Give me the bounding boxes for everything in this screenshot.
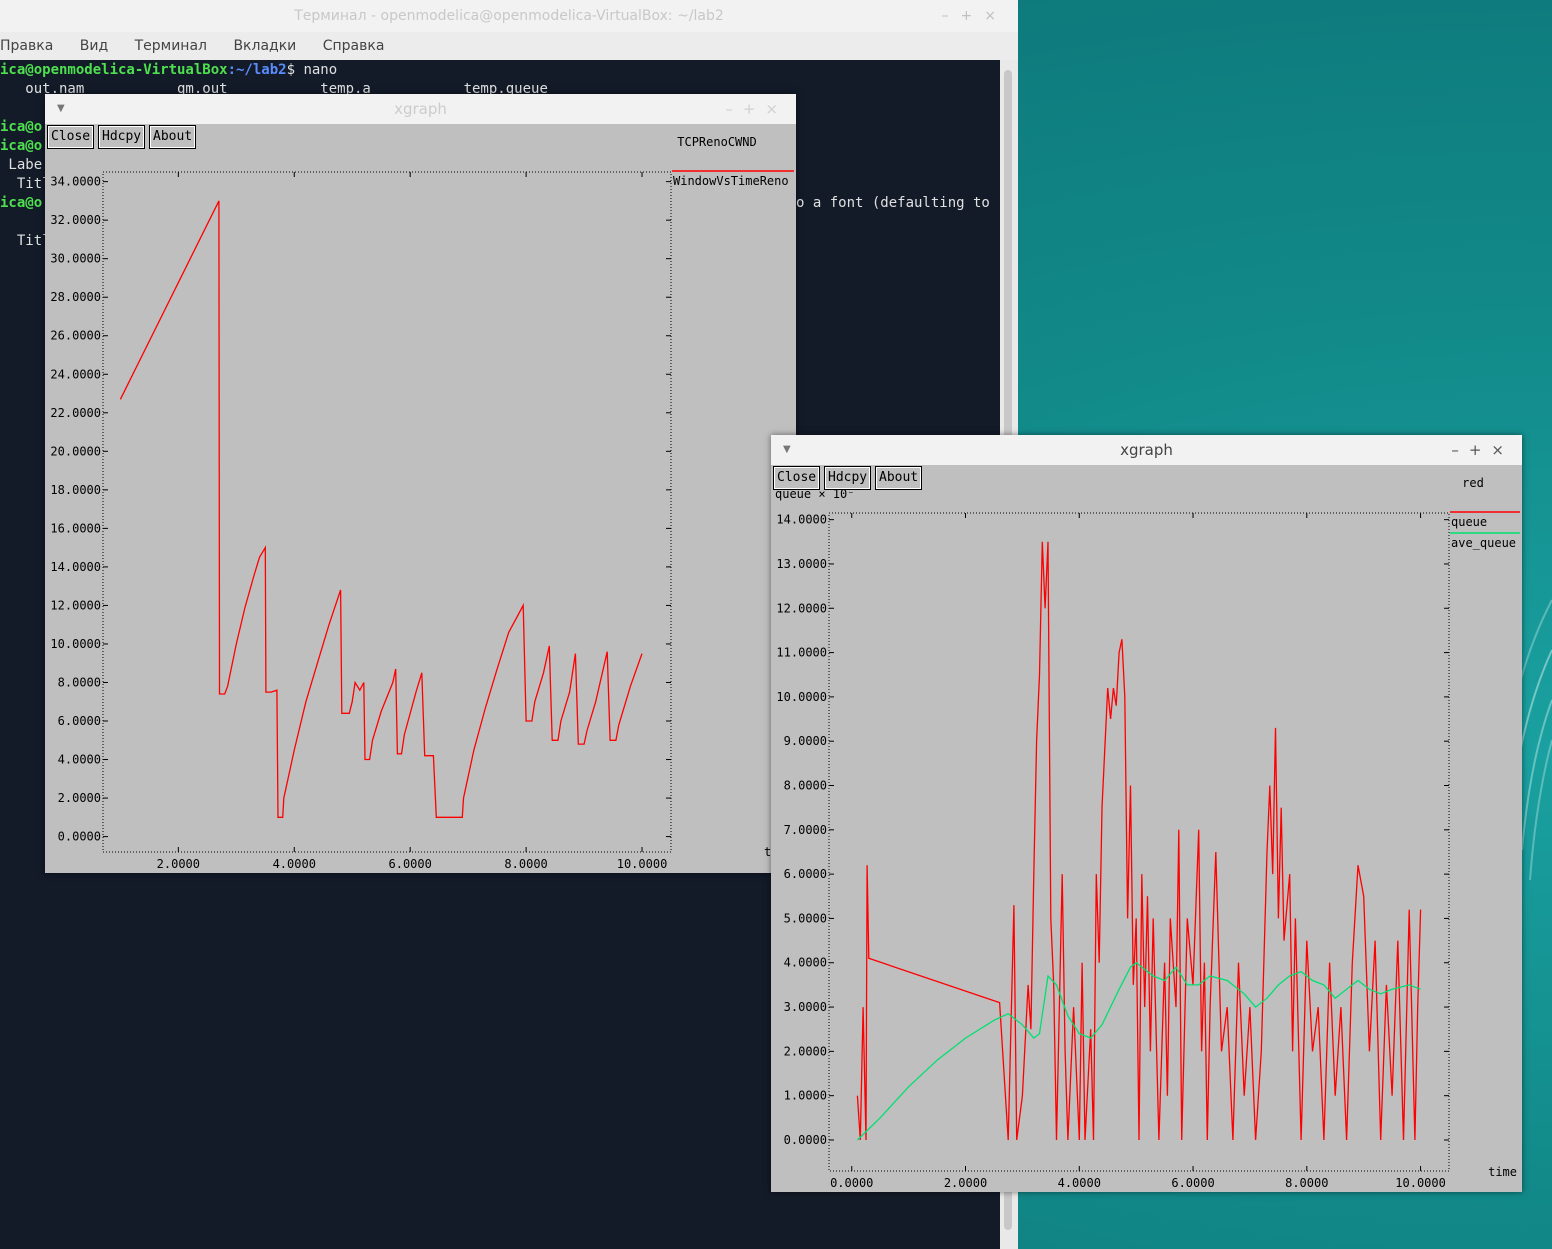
about-button[interactable]: About xyxy=(875,466,923,490)
y-tick-label: 18.0000 xyxy=(50,483,101,497)
y-tick-label: 8.0000 xyxy=(784,779,827,793)
legend-label-WindowVsTimeReno: WindowVsTimeReno xyxy=(673,174,789,188)
prompt-fragment: ica@o xyxy=(0,138,43,154)
window-controls[interactable]: –+× xyxy=(725,100,788,118)
about-button[interactable]: About xyxy=(149,125,197,149)
y-tick-label: 12.0000 xyxy=(776,601,827,615)
prompt-fragment: ica@o xyxy=(0,119,43,135)
xgraph-window-red-queue[interactable]: ▼ xgraph –+× Close Hdcpy About 0.0000 1.0… xyxy=(771,435,1522,1192)
menu-view[interactable]: Вид xyxy=(79,38,109,54)
y-tick-label: 5.0000 xyxy=(784,911,827,925)
x-tick-label: 2.0000 xyxy=(944,1176,987,1190)
y-tick-label: 9.0000 xyxy=(784,734,827,748)
series-line-WindowVsTimeReno xyxy=(119,200,643,818)
cwnd-chart: 0.0000 2.0000 4.0000 6.0000 8.0000 10.0000 12.… xyxy=(50,135,794,871)
y-tick-label: 14.0000 xyxy=(50,560,101,574)
menu-terminal[interactable]: Терминал xyxy=(134,38,207,54)
x-unit-label: time xyxy=(1488,1165,1517,1179)
chart-title: TCPRenoCWND xyxy=(677,135,756,149)
hdcpy-button[interactable]: Hdcpy xyxy=(824,466,872,490)
y-tick-label: 24.0000 xyxy=(50,367,101,381)
legend-label-ave_queue: ave_queue xyxy=(1451,536,1516,550)
window-title: xgraph xyxy=(1120,441,1173,459)
y-tick-label: 34.0000 xyxy=(50,175,101,189)
y-tick-label: 0.0000 xyxy=(58,830,101,844)
y-tick-label: 4.0000 xyxy=(784,956,827,970)
red-queue-chart: 0.0000 1.0000 2.0000 3.0000 4.0000 5.0000 6.00… xyxy=(775,476,1520,1190)
y-tick-label: 13.0000 xyxy=(776,557,827,571)
ls-output-line: out.nam qm.out temp.a temp.queue xyxy=(0,81,548,97)
close-button[interactable]: Close xyxy=(47,125,95,149)
window-menu-icon[interactable]: ▼ xyxy=(783,444,791,455)
y-unit-label: queue × 10⁻ xyxy=(775,487,854,501)
menu-help[interactable]: Справка xyxy=(322,38,385,54)
plot-frame xyxy=(102,171,672,853)
y-tick-label: 1.0000 xyxy=(784,1089,827,1103)
xgraph-window-cwnd[interactable]: ▼ xgraph –+× Close Hdcpy About 0.0000 2.0… xyxy=(45,94,796,873)
window-controls[interactable]: –+× xyxy=(941,8,1008,24)
xgraph-titlebar[interactable]: ▼ xgraph –+× xyxy=(45,94,796,124)
x-tick-label: 6.0000 xyxy=(389,857,432,871)
x-tick-label: 4.0000 xyxy=(273,857,316,871)
y-tick-label: 26.0000 xyxy=(50,329,101,343)
y-tick-label: 16.0000 xyxy=(50,521,101,535)
y-tick-label: 4.0000 xyxy=(58,753,101,767)
chart-title: red xyxy=(1462,476,1484,490)
y-tick-label: 10.0000 xyxy=(50,637,101,651)
y-tick-label: 20.0000 xyxy=(50,444,101,458)
y-tick-label: 2.0000 xyxy=(58,791,101,805)
y-tick-label: 32.0000 xyxy=(50,213,101,227)
prompt-fragment: ica@o xyxy=(0,195,43,211)
hdcpy-button[interactable]: Hdcpy xyxy=(98,125,146,149)
output-fragment: Titl xyxy=(0,176,51,192)
terminal-output[interactable]: ica@openmodelica-VirtualBox:~/lab2$ nano… xyxy=(0,60,1000,1249)
output-fragment: Titl xyxy=(0,233,51,249)
legend-label-queue: queue xyxy=(1451,515,1487,529)
x-tick-label: 10.0000 xyxy=(1395,1176,1446,1190)
y-tick-label: 6.0000 xyxy=(784,867,827,881)
window-controls[interactable]: –+× xyxy=(1451,441,1514,459)
xgraph-titlebar[interactable]: ▼ xgraph –+× xyxy=(771,435,1522,465)
terminal-titlebar[interactable]: Терминал - openmodelica@openmodelica-Vir… xyxy=(0,0,1018,32)
y-tick-label: 2.0000 xyxy=(784,1044,827,1058)
y-tick-label: 28.0000 xyxy=(50,290,101,304)
y-tick-label: 22.0000 xyxy=(50,406,101,420)
x-tick-label: 10.0000 xyxy=(617,857,668,871)
output-fragment: Labe xyxy=(0,157,43,173)
y-tick-label: 10.0000 xyxy=(776,690,827,704)
prompt-line: ica@openmodelica-VirtualBox:~/lab2$ nano xyxy=(0,62,338,78)
y-tick-label: 14.0000 xyxy=(776,513,827,527)
y-tick-label: 7.0000 xyxy=(784,823,827,837)
y-tick-label: 8.0000 xyxy=(58,675,101,689)
x-tick-label: 2.0000 xyxy=(157,857,200,871)
y-tick-label: 11.0000 xyxy=(776,646,827,660)
menu-edit[interactable]: Правка xyxy=(0,38,54,54)
x-tick-label: 0.0000 xyxy=(830,1176,873,1190)
font-warning-text: o a font (defaulting to xyxy=(796,195,990,211)
x-tick-label: 8.0000 xyxy=(1285,1176,1328,1190)
series-line-queue xyxy=(856,541,1422,1141)
close-button[interactable]: Close xyxy=(773,466,821,490)
series-line-ave_queue xyxy=(856,961,1421,1141)
x-unit-fragment: t xyxy=(764,845,771,859)
window-title: xgraph xyxy=(394,100,447,118)
plot-frame xyxy=(828,512,1450,1172)
x-tick-label: 8.0000 xyxy=(504,857,547,871)
y-tick-label: 0.0000 xyxy=(784,1133,827,1147)
x-tick-label: 4.0000 xyxy=(1058,1176,1101,1190)
y-tick-label: 12.0000 xyxy=(50,598,101,612)
window-menu-icon[interactable]: ▼ xyxy=(57,103,65,114)
y-tick-label: 6.0000 xyxy=(58,714,101,728)
terminal-menubar: Правка Вид Терминал Вкладки Справка xyxy=(0,32,1018,60)
menu-tabs[interactable]: Вкладки xyxy=(233,38,297,54)
x-tick-label: 6.0000 xyxy=(1171,1176,1214,1190)
terminal-title: Терминал - openmodelica@openmodelica-Vir… xyxy=(294,8,724,24)
y-tick-label: 30.0000 xyxy=(50,252,101,266)
y-tick-label: 3.0000 xyxy=(784,1000,827,1014)
